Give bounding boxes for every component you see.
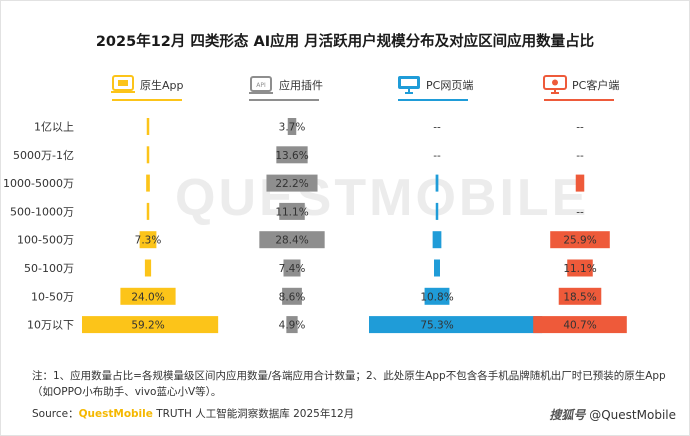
category-label: 50-100万 (24, 262, 74, 275)
watermark: QUESTMOBILE (175, 169, 590, 227)
source-brand: QuestMobile (78, 408, 153, 420)
bar-2-7 (369, 316, 543, 334)
bar-0-4 (139, 231, 157, 249)
footnote: 注：1、应用数量占比=各规模量级区间内应用数量/各端应用合计数量；2、此处原生A… (32, 370, 666, 398)
monitor-icon (543, 75, 567, 94)
bar-1-7 (286, 316, 298, 334)
data-label: 40.7% (563, 320, 596, 332)
bar-0-2 (146, 174, 150, 192)
legend-underline-pc-client (544, 99, 614, 101)
bar-0-3 (146, 202, 150, 220)
data-label: 7.4% (279, 263, 306, 275)
data-label: -- (576, 150, 584, 162)
bar-3-7 (533, 316, 627, 334)
legend-underline-pc-web (398, 99, 468, 101)
bar-0-6 (120, 287, 176, 305)
category-label: 10万以下 (27, 319, 74, 332)
bar-1-2 (266, 174, 318, 192)
bar-1-4 (259, 231, 325, 249)
monitor-icon (398, 76, 420, 94)
legend-item-native-app: 原生App (110, 74, 184, 96)
bar-1-3 (279, 202, 305, 220)
data-label: -- (576, 122, 584, 134)
bar-3-2 (575, 174, 585, 192)
data-label: 3.7% (279, 122, 306, 134)
source-suffix: TRUTH 人工智能洞察数据库 2025年12月 (152, 408, 355, 420)
bar-0-0 (146, 118, 150, 135)
footer-tag: 搜狐号 (549, 408, 586, 422)
bar-2-3 (435, 202, 439, 220)
legend-item-plugin: API 应用插件 (247, 74, 323, 96)
bar-2-4 (432, 231, 442, 249)
data-label: 28.4% (275, 235, 308, 247)
bar-1-0 (287, 118, 297, 135)
legend-item-pc-web: PC网页端 (396, 74, 473, 96)
data-label: 25.9% (563, 235, 596, 247)
bar-3-6 (558, 287, 602, 305)
category-label: 5000万-1亿 (13, 149, 74, 162)
category-label: 1000-5000万 (3, 177, 74, 190)
bar-0-5 (144, 259, 152, 277)
app-icon (111, 75, 135, 93)
source-line: Source：QuestMobile TRUTH 人工智能洞察数据库 2025年… (32, 406, 354, 421)
svg-text:API: API (256, 82, 266, 89)
legend-underline-native (112, 99, 182, 101)
data-label: -- (576, 206, 584, 218)
data-label: 11.1% (563, 263, 596, 275)
plugin-icon: API (249, 76, 273, 94)
data-label: 7.3% (135, 235, 162, 247)
legend-label: 原生App (140, 79, 184, 92)
chart-plot: 1亿以上 5000万-1亿 1000-5000万 500-1000万 100-500万 5… (3, 118, 627, 334)
legend-label: 应用插件 (279, 79, 323, 92)
data-label: 59.2% (131, 320, 164, 332)
category-label: 500-1000万 (10, 205, 74, 218)
data-label: 75.3% (420, 320, 453, 332)
chart-title: 2025年12月 四类形态 AI应用 月活跃用户规模分布及对应区间应用数量占比 (95, 34, 595, 50)
bar-2-2 (435, 174, 439, 192)
bar-0-7 (82, 316, 219, 334)
category-label: 10-50万 (31, 290, 74, 303)
legend-underline-plugin (249, 99, 319, 101)
data-label: 22.2% (275, 178, 308, 190)
legend-item-pc-client: PC客户端 (542, 74, 619, 96)
bar-2-5 (434, 259, 440, 277)
data-label: 11.1% (275, 206, 308, 218)
data-label: 10.8% (420, 291, 453, 303)
legend-label: PC客户端 (572, 79, 620, 92)
bar-3-4 (550, 231, 610, 249)
footer-brand: 搜狐号 @QuestMobile (549, 406, 676, 423)
bar-1-5 (283, 259, 301, 277)
data-label: 13.6% (275, 150, 308, 162)
bar-2-6 (424, 287, 450, 305)
bar-1-6 (282, 287, 302, 305)
bar-0-1 (146, 146, 150, 164)
data-label: -- (433, 122, 441, 134)
data-label: 8.6% (279, 291, 306, 303)
data-label: 18.5% (563, 291, 596, 303)
data-label: 4.9% (279, 320, 306, 332)
bar-1-1 (276, 146, 308, 164)
source-prefix: Source： (32, 408, 79, 420)
data-label: 24.0% (131, 291, 164, 303)
category-label: 100-500万 (17, 234, 74, 247)
footer-handle: @QuestMobile (589, 408, 676, 422)
legend-label: PC网页端 (426, 79, 474, 92)
category-label: 1亿以上 (34, 121, 74, 134)
data-label: -- (433, 150, 441, 162)
bar-3-5 (567, 259, 593, 277)
